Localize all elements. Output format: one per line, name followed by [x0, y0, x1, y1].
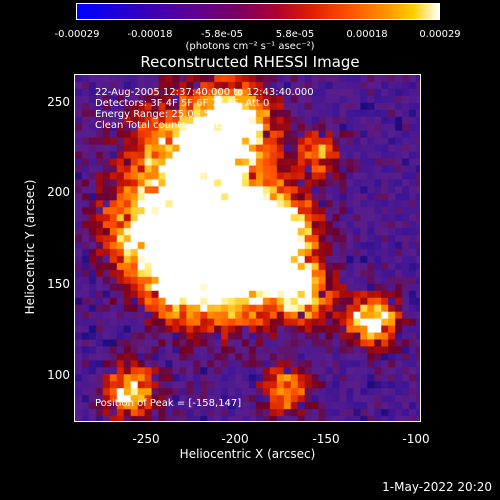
colorbar-tick: -5.8e-05 — [201, 29, 243, 40]
y-axis-label: Heliocentric Y (arcsec) — [23, 179, 37, 315]
x-axis-label: Heliocentric X (arcsec) — [179, 447, 316, 461]
x-tick-label: -250 — [132, 432, 160, 446]
x-tick-label: -100 — [402, 432, 430, 446]
info-energy-range: Energy Range: 25.0 - 50.0 keV — [95, 109, 248, 120]
info-total-counts: Clean Total counts: 6.75E+03 — [95, 120, 243, 131]
info-detectors: Detectors: 3F 4F 5F 6F 7F 8F, Att 0 — [95, 98, 270, 109]
info-peak-position: Position of Peak = [-158,147] — [95, 398, 242, 409]
colorbar-tick: -0.00029 — [54, 29, 100, 40]
timestamp: 1-May-2022 20:20 — [382, 480, 492, 494]
y-tick-label: 150 — [47, 277, 70, 291]
rhessi-image — [75, 75, 420, 421]
colorbar — [76, 3, 440, 20]
y-tick-label: 250 — [47, 95, 70, 109]
y-tick-label: 100 — [47, 368, 70, 382]
colorbar-tick: -0.00018 — [127, 29, 173, 40]
colorbar-tick: 5.8e-05 — [275, 29, 315, 40]
colorbar-units: (photons cm⁻² s⁻¹ asec⁻²) — [185, 41, 315, 52]
colorbar-tick: 0.00018 — [346, 29, 388, 40]
x-tick-label: -200 — [221, 432, 249, 446]
x-tick-label: -150 — [312, 432, 340, 446]
y-tick-label: 200 — [47, 185, 70, 199]
image-title: Reconstructed RHESSI Image — [140, 53, 360, 71]
colorbar-tick: 0.00029 — [419, 29, 461, 40]
image-frame: 22-Aug-2005 12:37:40.000 to 12:43:40.000… — [74, 74, 421, 422]
info-time-range: 22-Aug-2005 12:37:40.000 to 12:43:40.000 — [95, 87, 314, 98]
